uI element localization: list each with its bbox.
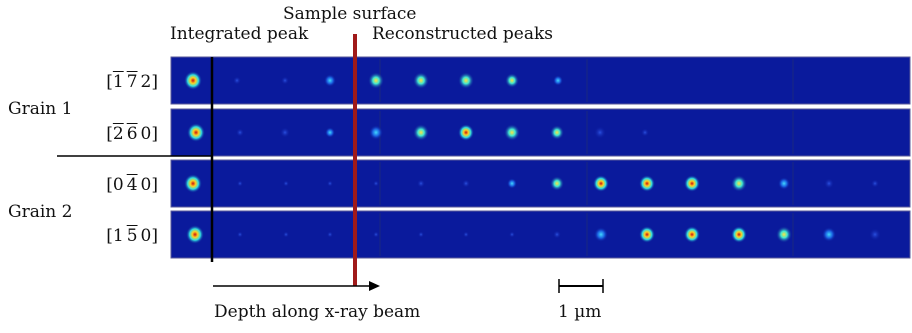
depth-arrow [213,281,380,291]
peak-spot [325,127,335,138]
peak-spot [413,72,429,89]
depth-label: Depth along x-ray beam [214,302,421,322]
peak-spot [458,124,474,141]
peak-spot [327,180,333,187]
peak-spot [776,226,792,243]
peak-spot [778,177,790,190]
peak-spot [281,76,289,85]
peak-spot [187,123,205,142]
grain-1-label: Grain 1 [8,99,73,119]
peak-strip-2 [170,108,911,157]
peak-spot [550,125,564,140]
peak-spot [824,178,834,189]
peak-strip-4 [170,210,911,259]
peak-spot [504,124,520,141]
peak-spot [368,72,384,89]
peak-spot [869,228,881,241]
peak-spot [237,180,243,187]
peak-spot [283,231,289,238]
integrated-peak-label: Integrated peak [170,24,309,44]
peak-spot [463,231,469,238]
peak-spot [462,179,470,188]
peak-spot [639,226,655,243]
peak-spot [594,126,606,139]
scale-bar-label: 1 µm [558,302,602,322]
peak-spot [553,230,561,239]
peak-spot [871,179,879,188]
peak-spot [237,231,243,238]
miller-index-row-1-5-0: [1 5 0] [106,226,158,246]
peak-spot [324,74,336,87]
peak-spot [233,76,241,85]
peak-spot [369,125,383,140]
peak-spot [507,178,517,189]
peak-spot [418,231,424,238]
peak-spot [509,231,515,238]
peak-spot [822,227,836,242]
peak-spot [283,180,289,187]
peak-spot [373,231,379,238]
peak-spot [184,174,202,193]
peak-spot [684,175,700,192]
peak-spot [413,124,429,141]
peak-spot [553,75,563,86]
peak-strip-3 [170,159,911,208]
peak-spot [186,225,204,244]
peak-spot [731,226,747,243]
peak-spot [550,176,564,191]
peak-spot [593,175,609,192]
peak-spot [184,71,202,90]
miller-index-row-1-7-7-2: [1 7 2] [106,72,158,92]
peak-spot [280,127,290,138]
sample-surface-label: Sample surface [283,4,417,24]
scale-bar [558,279,604,293]
peak-spot [373,180,379,187]
peak-spot [327,231,333,238]
peak-spot [236,128,244,137]
peak-strip-1 [170,56,911,105]
reconstructed-peaks-label: Reconstructed peaks [372,24,553,44]
miller-index-row-0-4-0: [0 4 0] [106,175,158,195]
peak-spot [731,175,747,192]
peak-spot [505,73,519,88]
peak-spot [684,226,700,243]
peak-spot [639,175,655,192]
peak-spot [641,128,649,137]
peak-spot [417,179,425,188]
miller-index-row-2-6-0: [2 6 0] [106,124,158,144]
peak-spot [458,72,474,89]
grain-2-label: Grain 2 [8,202,73,222]
peak-spot [594,227,608,242]
